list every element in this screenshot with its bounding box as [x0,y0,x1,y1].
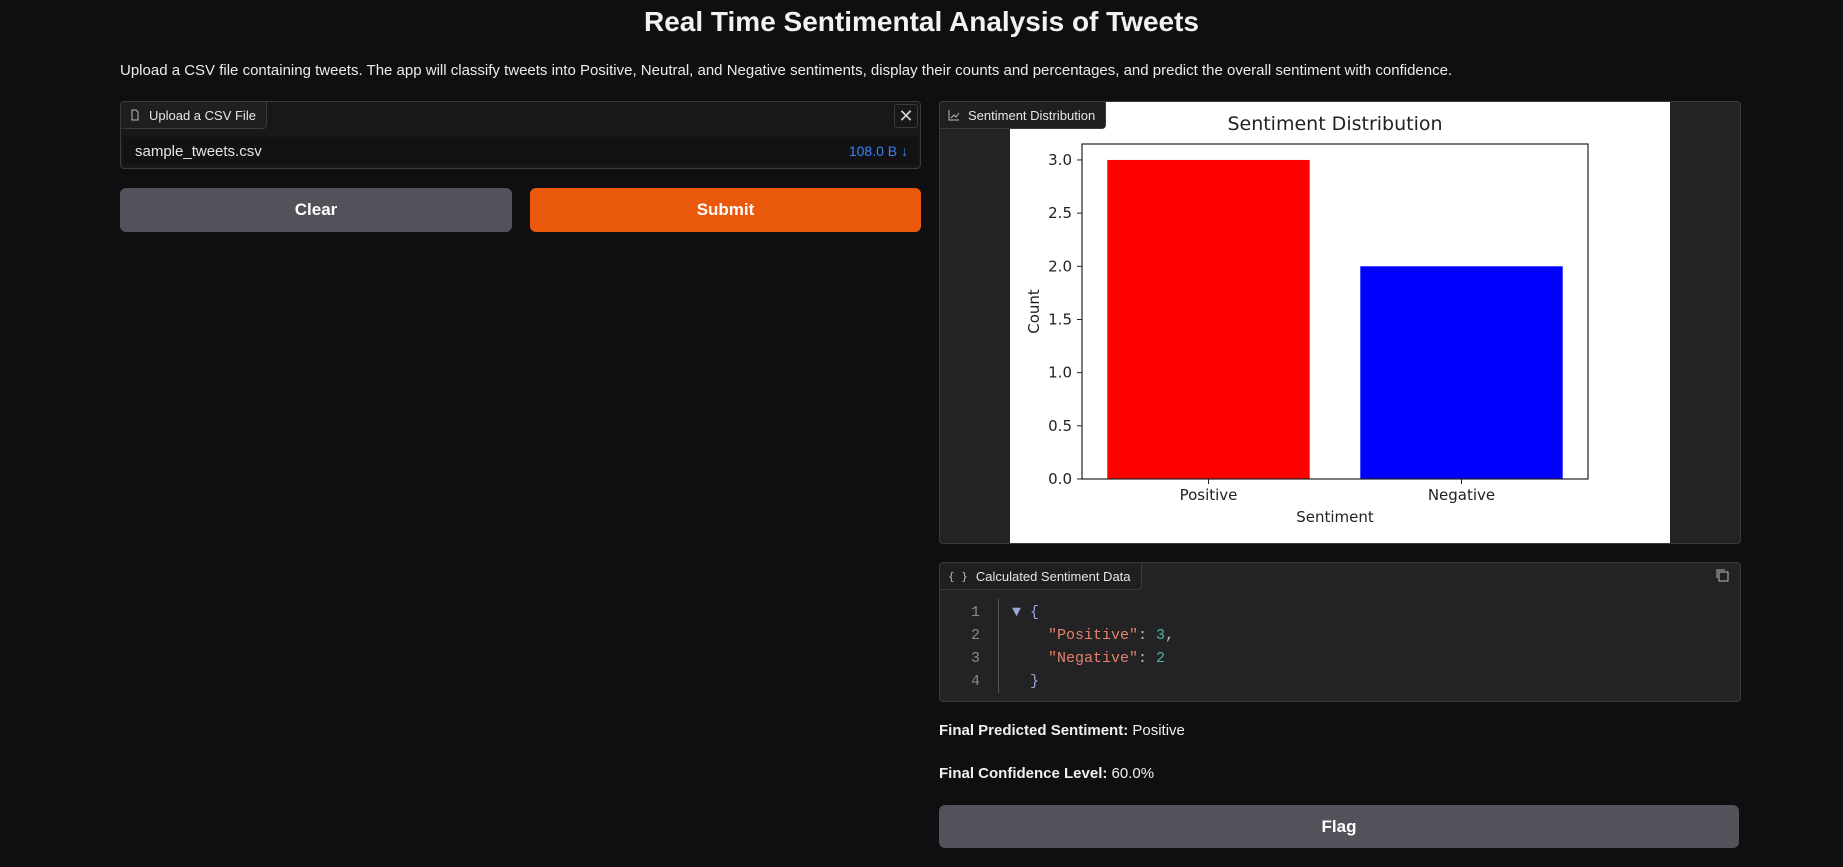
close-icon[interactable]: ✕ [894,104,918,128]
page-title: Real Time Sentimental Analysis of Tweets [644,6,1199,37]
file-upload-panel[interactable]: Upload a CSV File ✕ sample_tweets.csv 10… [120,101,921,169]
final-sentiment-label: Final Predicted Sentiment: [939,722,1129,739]
plot-frame [1081,143,1589,480]
code-gutter-line [998,599,999,693]
clear-button[interactable]: Clear [120,188,512,232]
y-axis-label: Count [1025,289,1043,334]
final-confidence-text: Final Confidence Level: 60.0% [939,765,1154,782]
sentiment-distribution-plot-panel: Sentiment Distribution Positive Negative 0.… [939,101,1741,544]
x-axis-label: Sentiment [1296,508,1374,526]
json-value: 2 [1156,650,1166,667]
file-icon [131,109,139,121]
y-tick-label: 0.0 [1048,470,1072,488]
plot-label-tag: Sentiment Distribution [940,102,1107,129]
y-tick-label: 0.5 [1048,417,1072,435]
json-comma: , [1165,627,1175,644]
final-confidence-value: 60.0% [1111,765,1155,782]
json-key: "Positive" [1048,627,1139,644]
code-line: 4 } [940,670,1174,693]
json-open-brace[interactable]: ▼ { [1012,604,1040,621]
y-tick-label: 1.0 [1048,364,1072,382]
json-value: 3 [1156,627,1166,644]
submit-button[interactable]: Submit [530,188,921,232]
file-name: sample_tweets.csv [135,142,262,160]
final-sentiment-text: Final Predicted Sentiment: Positive [939,722,1185,739]
copy-icon[interactable] [1714,567,1730,583]
json-sep: : [1138,650,1157,667]
code-line: 3 "Negative": 2 [940,647,1174,670]
json-sep: : [1138,627,1157,644]
json-label-tag: { } Calculated Sentiment Data [940,563,1142,590]
json-close-brace-text: } [1030,673,1040,690]
upload-label: Upload a CSV File [149,107,256,123]
plot-image: Sentiment Distribution Positive Negative 0.… [1010,102,1670,543]
upload-label-tag: Upload a CSV File [121,102,267,129]
code-line: 1 ▼ { [940,601,1174,624]
code-line: 2 "Positive": 3, [940,624,1174,647]
x-tick-label: Positive [1180,486,1238,504]
uploaded-file-row: sample_tweets.csv 108.0 B ↓ [123,137,918,165]
flag-button[interactable]: Flag [939,805,1739,848]
braces-icon: { } [948,569,968,583]
bar-negative [1360,266,1563,479]
sentiment-bar-chart: Sentiment Distribution Positive Negative 0.… [1025,113,1589,526]
json-entry: "Negative": 2 [998,650,1165,667]
line-number: 4 [970,673,980,690]
line-number: 2 [970,627,980,644]
final-confidence-label: Final Confidence Level: [939,765,1108,782]
line-number: 1 [970,604,980,621]
json-close-brace: } [998,673,1039,690]
chart-icon [948,110,960,121]
sentiment-json-panel: { } Calculated Sentiment Data 1 ▼ { 2 "P… [939,562,1741,702]
final-sentiment-value: Positive [1132,722,1185,739]
json-entry: "Positive": 3, [998,627,1174,644]
y-tick-label: 1.5 [1048,310,1072,328]
y-tick-label: 2.0 [1048,257,1072,275]
page-description: Upload a CSV file containing tweets. The… [120,62,1453,79]
plot-label: Sentiment Distribution [968,107,1096,123]
bar-positive [1107,159,1310,479]
json-code-view: 1 ▼ { 2 "Positive": 3, 3 "Negative": 2 4… [940,599,1174,693]
y-tick-label: 3.0 [1048,151,1072,169]
chart-title: Sentiment Distribution [1227,113,1442,135]
y-tick-label: 2.5 [1048,204,1072,222]
json-label: Calculated Sentiment Data [975,568,1131,584]
line-number: 3 [970,650,980,667]
x-tick-label: Negative [1428,486,1495,504]
json-key: "Negative" [1048,650,1139,667]
file-download-link[interactable]: 108.0 B ↓ [848,143,908,159]
